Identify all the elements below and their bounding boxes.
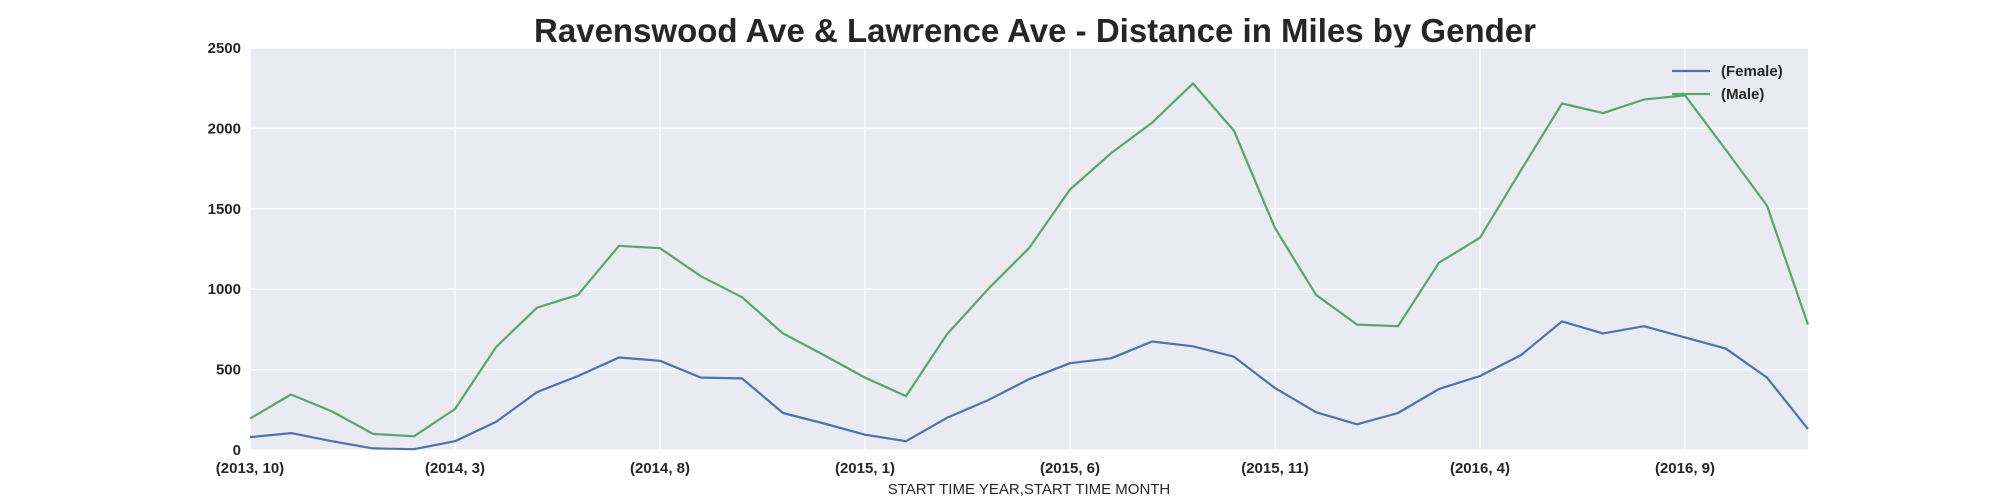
x-axis-ticks: (2013, 10) (2014, 3) (2014, 8) (2015, 1) (20… [216, 460, 1715, 477]
y-axis-ticks: 0 500 1000 1500 2000 2500 [208, 40, 241, 459]
x-axis-label: START TIME YEAR,START TIME MONTH [888, 481, 1171, 498]
legend-label: (Male) [1721, 86, 1764, 103]
series-lines [249, 82, 1810, 451]
y-tick-label: 500 [216, 362, 241, 379]
x-tick-label: (2014, 8) [630, 460, 690, 477]
y-tick-label: 1500 [208, 201, 241, 218]
x-tick-label: (2013, 10) [216, 460, 284, 477]
legend-label: (Female) [1721, 63, 1783, 80]
x-tick-label: (2015, 11) [1241, 460, 1309, 477]
x-tick-label: (2014, 3) [425, 460, 485, 477]
x-tick-label: (2015, 6) [1040, 460, 1100, 477]
legend: (Female) (Male) [1672, 63, 1783, 103]
y-tick-label: 2500 [208, 40, 241, 57]
series-line-1 [249, 82, 1810, 438]
grid-lines [249, 47, 1808, 451]
y-tick-label: 2000 [208, 120, 241, 137]
x-tick-label: (2016, 9) [1655, 460, 1715, 477]
y-tick-label: 0 [233, 442, 241, 459]
x-tick-label: (2016, 4) [1450, 460, 1510, 477]
x-tick-label: (2015, 1) [835, 460, 895, 477]
chart-title: Ravenswood Ave & Lawrence Ave - Distance… [534, 12, 1536, 49]
y-tick-label: 1000 [208, 281, 241, 298]
series-line-0 [249, 320, 1809, 451]
